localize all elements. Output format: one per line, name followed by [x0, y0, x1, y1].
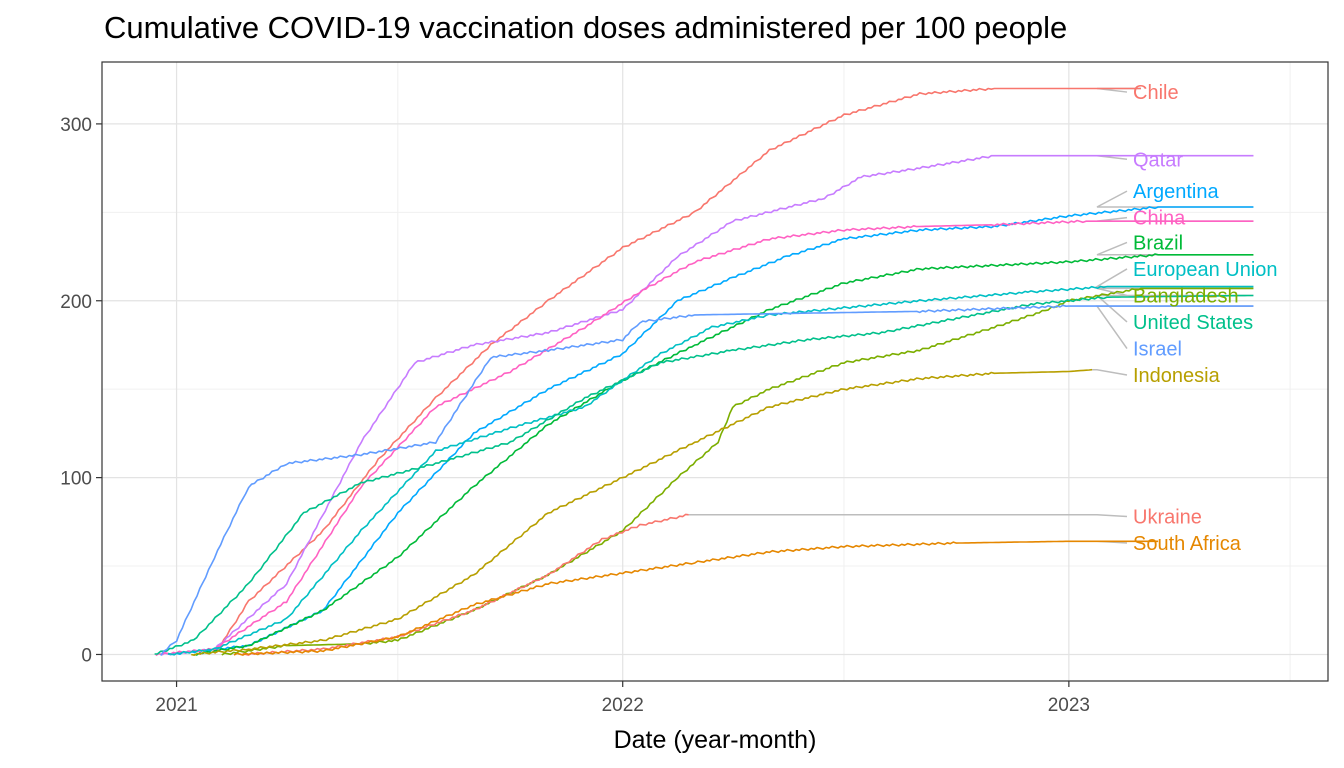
series-line-european-union [167, 285, 1254, 656]
x-tick-label: 2023 [1048, 695, 1090, 716]
series-label-brazil: Brazil [1133, 232, 1183, 254]
y-tick-label: 100 [60, 469, 92, 490]
y-tick-label: 300 [60, 115, 92, 136]
series-label-bangladesh: Bangladesh [1133, 285, 1239, 307]
series-label-chile: Chile [1133, 82, 1179, 104]
series-label-indonesia: Indonesia [1133, 365, 1221, 387]
y-tick-label: 0 [81, 645, 92, 666]
series-line-qatar [161, 154, 1254, 656]
grid [102, 62, 1328, 681]
series-line-south-africa [233, 540, 1159, 656]
series-label-united-states: United States [1133, 312, 1253, 334]
series-line-israel [160, 304, 1254, 656]
series-line-china [155, 219, 1254, 657]
series-line-indonesia [191, 368, 1093, 656]
series-lines [154, 87, 1254, 657]
series-line-chile [213, 87, 1141, 654]
series-line-brazil [193, 253, 1254, 656]
series-label-south-africa: South Africa [1133, 533, 1242, 555]
series-label-european-union: European Union [1133, 259, 1278, 281]
y-tick-label: 200 [60, 292, 92, 313]
chart-title: Cumulative COVID-19 vaccination doses ad… [104, 10, 1068, 45]
label-connector [688, 514, 1128, 518]
series-line-united-states [154, 294, 1254, 655]
series-line-bangladesh [221, 287, 1254, 656]
series-label-china: China [1133, 208, 1186, 230]
series-line-argentina [167, 206, 1254, 656]
x-tick-label: 2022 [602, 695, 644, 716]
label-connector [1092, 368, 1128, 376]
plot-panel-border [101, 61, 1329, 682]
series-label-israel: Israel [1133, 339, 1182, 361]
x-tick-label: 2021 [155, 695, 197, 716]
series-line-ukraine [242, 513, 689, 656]
x-axis-title: Date (year-month) [614, 726, 817, 754]
series-label-ukraine: Ukraine [1133, 507, 1202, 529]
series-label-argentina: Argentina [1133, 181, 1219, 203]
series-label-qatar: Qatar [1133, 149, 1183, 171]
axis-ticks: 0 100 200 300 2021 2022 2023 [60, 115, 1090, 716]
